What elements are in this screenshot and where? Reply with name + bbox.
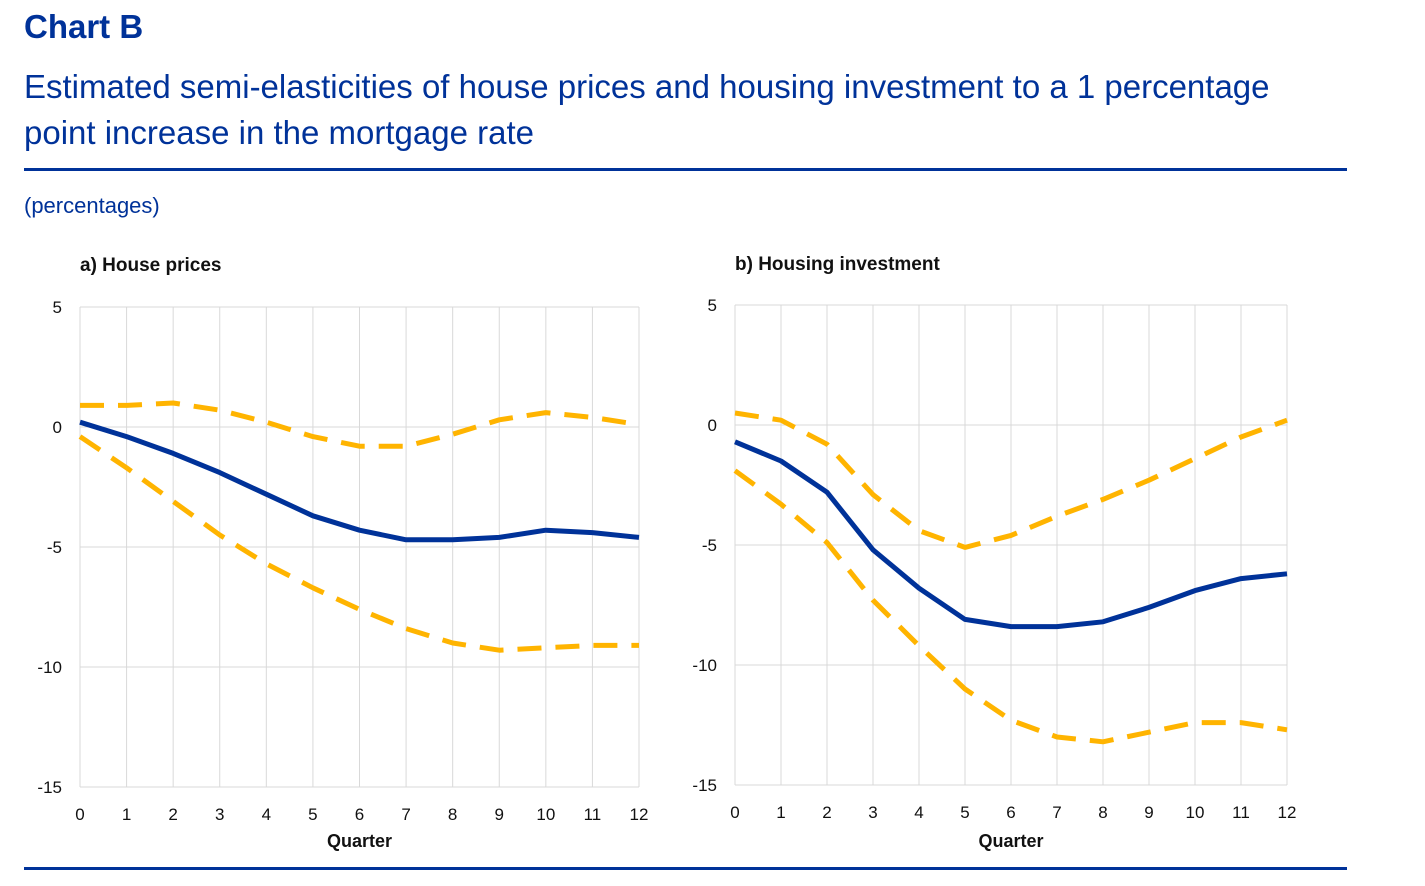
series-line-estimate bbox=[79, 419, 640, 543]
series-line-estimate bbox=[734, 439, 1288, 630]
bottom-divider bbox=[24, 867, 1347, 870]
y-tick-label: 0 bbox=[53, 418, 62, 437]
x-tick-label: 4 bbox=[262, 805, 271, 824]
x-tick-label: 8 bbox=[1098, 803, 1107, 822]
x-tick-label: 2 bbox=[168, 805, 177, 824]
x-tick-label: 0 bbox=[730, 803, 739, 822]
y-tick-label: -5 bbox=[702, 536, 717, 555]
y-tick-label: -15 bbox=[692, 776, 717, 795]
x-axis-title: Quarter bbox=[327, 831, 392, 851]
x-tick-label: 0 bbox=[75, 805, 84, 824]
x-tick-label: 7 bbox=[401, 805, 410, 824]
y-tick-label: 5 bbox=[53, 298, 62, 317]
panel-title: b) Housing investment bbox=[735, 254, 940, 275]
top-divider bbox=[24, 168, 1347, 171]
x-tick-label: 3 bbox=[868, 803, 877, 822]
x-tick-label: 11 bbox=[1232, 803, 1250, 822]
x-tick-label: 6 bbox=[1006, 803, 1015, 822]
units-subtitle: (percentages) bbox=[24, 193, 160, 218]
x-tick-label: 10 bbox=[1186, 803, 1205, 822]
y-tick-label: -15 bbox=[37, 778, 62, 797]
x-tick-label: 9 bbox=[1144, 803, 1153, 822]
series-line-upper bbox=[734, 410, 1288, 550]
x-tick-label: 11 bbox=[584, 805, 602, 824]
x-tick-label: 9 bbox=[495, 805, 504, 824]
x-tick-label: 10 bbox=[536, 805, 555, 824]
x-tick-label: 5 bbox=[960, 803, 969, 822]
x-tick-label: 12 bbox=[630, 805, 649, 824]
x-tick-label: 4 bbox=[914, 803, 923, 822]
x-tick-label: 1 bbox=[776, 803, 785, 822]
series-line-lower bbox=[733, 468, 1288, 745]
x-axis-title: Quarter bbox=[978, 831, 1043, 851]
y-tick-label: -10 bbox=[37, 658, 62, 677]
x-tick-label: 1 bbox=[122, 805, 131, 824]
y-tick-label: -10 bbox=[692, 656, 717, 675]
y-tick-label: 5 bbox=[708, 296, 717, 315]
x-tick-label: 12 bbox=[1278, 803, 1297, 822]
chart-title: Estimated semi-elasticities of house pri… bbox=[24, 68, 1270, 151]
x-tick-label: 2 bbox=[822, 803, 831, 822]
y-tick-label: 0 bbox=[708, 416, 717, 435]
x-tick-label: 8 bbox=[448, 805, 457, 824]
x-tick-label: 6 bbox=[355, 805, 364, 824]
chart-label: Chart B bbox=[24, 8, 144, 45]
series-line-upper bbox=[80, 400, 640, 449]
x-tick-label: 7 bbox=[1052, 803, 1061, 822]
panel-title: a) House prices bbox=[80, 255, 222, 276]
y-tick-label: -5 bbox=[47, 538, 62, 557]
x-tick-label: 5 bbox=[308, 805, 317, 824]
x-tick-label: 3 bbox=[215, 805, 224, 824]
